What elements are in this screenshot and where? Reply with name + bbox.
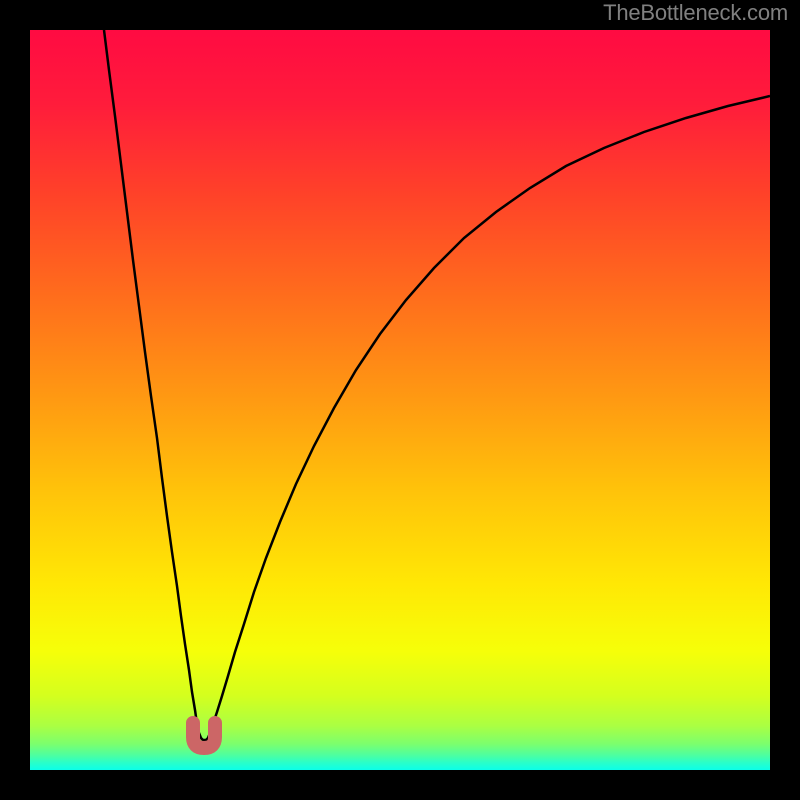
watermark-text: TheBottleneck.com [603, 0, 788, 26]
gradient-background [30, 30, 770, 770]
plot-area [30, 30, 770, 770]
chart-container: TheBottleneck.com [0, 0, 800, 800]
plot-svg [30, 30, 770, 770]
